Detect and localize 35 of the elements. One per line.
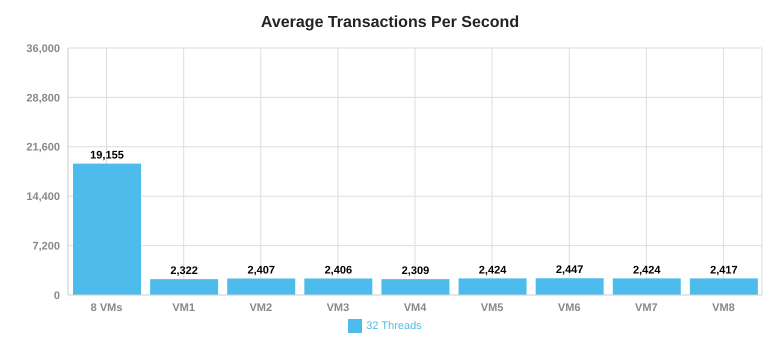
x-tick-label: 8 VMs [90, 302, 122, 314]
y-tick-label: 0 [54, 290, 60, 302]
data-label: 2,447 [556, 264, 584, 276]
bar [458, 278, 527, 295]
bar [227, 278, 296, 295]
bar [304, 278, 372, 295]
y-tick-label: 7,200 [32, 240, 60, 253]
x-tick-label: VM3 [326, 302, 350, 314]
chart-title: Average Transactions Per Second [260, 13, 520, 33]
x-tick-label: VM5 [480, 302, 504, 314]
y-tick-label: 14,400 [26, 191, 60, 204]
data-label: 2,424 [633, 264, 662, 276]
bar [536, 278, 604, 295]
y-tick-label: 36,000 [26, 42, 60, 55]
data-label: 2,309 [402, 265, 430, 278]
legend-label: 32 Threads [366, 320, 422, 332]
data-label: 2,424 [478, 264, 508, 276]
bar [73, 164, 141, 295]
x-tick-label: VM8 [712, 302, 735, 314]
y-tick-label: 21,600 [26, 142, 60, 154]
data-label: 2,322 [170, 265, 198, 278]
x-tick-label: VM1 [172, 302, 195, 314]
data-label: 2,407 [247, 264, 275, 276]
bar [381, 279, 450, 295]
data-label: 2,406 [324, 264, 352, 276]
bar [690, 278, 758, 295]
x-tick-label: VM6 [558, 302, 581, 314]
data-label: 19,155 [90, 150, 124, 162]
data-label: 2,417 [710, 264, 738, 276]
y-tick-label: 28,800 [26, 92, 60, 104]
x-tick-label: VM4 [404, 302, 428, 314]
x-tick-label: VM2 [249, 302, 272, 314]
x-tick-label: VM7 [635, 302, 658, 314]
bar [612, 278, 681, 295]
bar [150, 279, 218, 295]
